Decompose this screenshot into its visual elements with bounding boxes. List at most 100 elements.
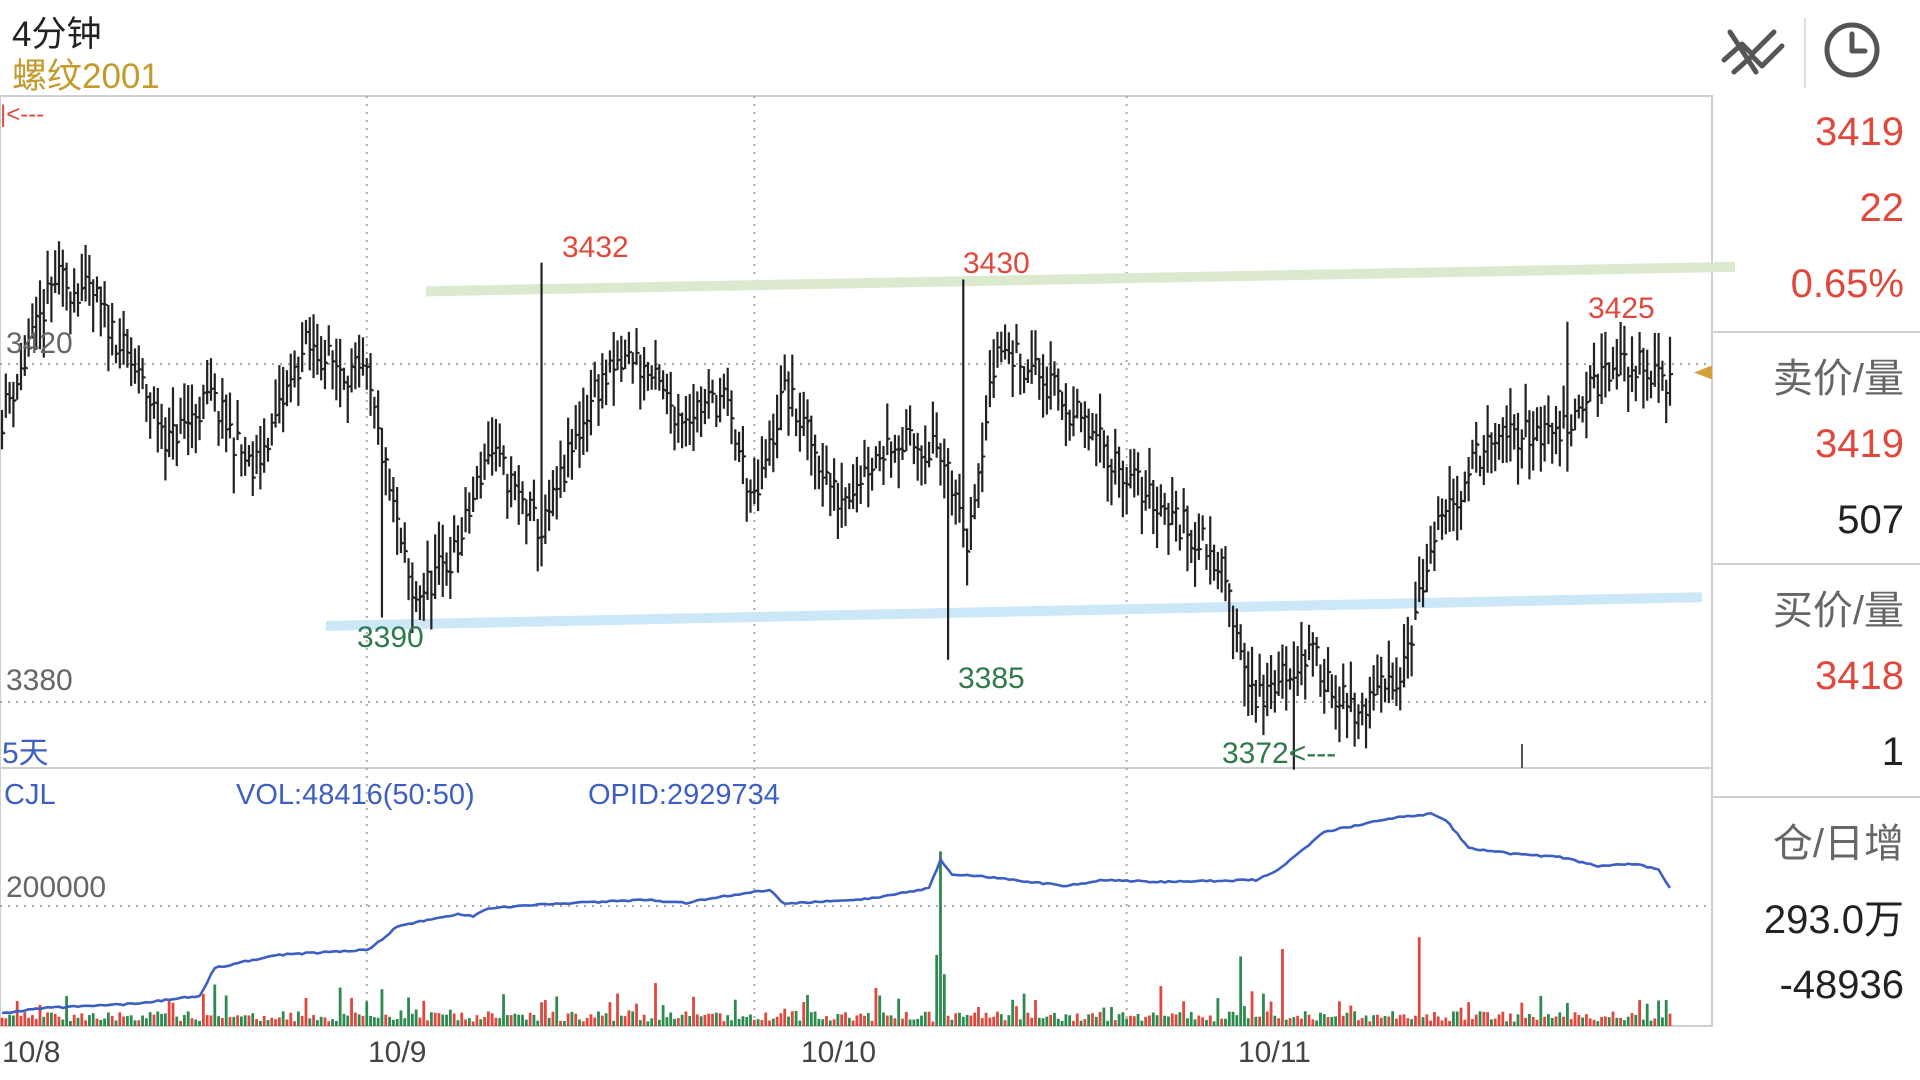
price-bar-close-tick [947, 461, 952, 465]
volume-bar [148, 1012, 152, 1026]
price-bar-close-tick [278, 397, 283, 401]
price-bar-close-tick [955, 491, 960, 496]
price-bar-close-tick [1357, 710, 1362, 715]
price-bar-close-tick [145, 395, 150, 400]
volume-bar [399, 1010, 403, 1026]
price-bar-close-tick [731, 416, 735, 420]
price-bar-close-tick [1593, 374, 1598, 378]
volume-bar [11, 1015, 15, 1026]
price-bar-close-tick [66, 286, 71, 290]
price-bar-close-tick [579, 436, 583, 440]
price-bar-close-tick [419, 594, 424, 599]
volume-bar [407, 997, 410, 1026]
volume-bar [916, 1018, 920, 1026]
volume-bar [1425, 1014, 1429, 1026]
price-bar-close-tick [199, 419, 203, 423]
open-interest: 293.0万 [1763, 898, 1904, 942]
price-bar-close-tick [1376, 684, 1382, 689]
price-bar-close-tick [1149, 483, 1153, 486]
chart-labels: 3420 3380 5天 |<--- 3432 3430 3425 3390 3… [0, 101, 1655, 1069]
price-bar-close-tick [434, 566, 439, 569]
price-bar-close-tick [343, 380, 348, 384]
volume-bar [1224, 1018, 1227, 1026]
volume-bar [384, 1014, 388, 1026]
volume-bar [768, 1020, 771, 1026]
volume-bar [1094, 1016, 1098, 1026]
volume-bar [912, 1019, 916, 1026]
volume-bar [1026, 1012, 1030, 1026]
volume-bar [1136, 1013, 1140, 1026]
period-label[interactable]: 4分钟 [12, 15, 102, 54]
volume-bar [236, 1015, 239, 1026]
price-bar-close-tick [533, 506, 538, 510]
x-label-10-10: 10/10 [801, 1036, 876, 1069]
volume-bar [783, 1008, 787, 1026]
volume-bar [1372, 1015, 1376, 1026]
price-bar-close-tick [50, 283, 55, 287]
price-bar-close-tick [913, 445, 918, 449]
volume-bar [1303, 1011, 1307, 1026]
volume-bar [695, 1014, 699, 1026]
volume-bar [1406, 1018, 1410, 1026]
price-bar-close-tick [445, 569, 451, 574]
volume-bar [711, 1013, 714, 1026]
price-bar-close-tick [1126, 482, 1131, 487]
price-bar-close-tick [1054, 374, 1058, 379]
volume-bar [779, 1013, 783, 1026]
symbol-label[interactable]: 螺纹2001 [12, 57, 160, 96]
price-bar-close-tick [1407, 642, 1412, 645]
volume-bar [357, 1014, 361, 1026]
price-bar-close-tick [647, 373, 652, 377]
volume-bar [1186, 1018, 1189, 1026]
price-bar-close-tick [275, 413, 279, 417]
price-bar-close-tick [9, 396, 13, 400]
volume-bar [1205, 1020, 1208, 1026]
price-bar-close-tick [830, 485, 834, 488]
price-bar-close-tick [541, 535, 546, 539]
clock-icon[interactable] [1816, 14, 1894, 84]
volume-bar [262, 1015, 266, 1026]
volume-bar [939, 851, 942, 1026]
volume-bar [1626, 1016, 1630, 1026]
volume-bar [821, 1019, 825, 1026]
price-bar-close-tick [1259, 683, 1263, 687]
price-bar-close-tick [765, 458, 770, 462]
volume-bar [391, 1019, 395, 1026]
volume-bar [232, 1016, 236, 1026]
volume-bar [1619, 1017, 1623, 1026]
price-bar-close-tick [183, 420, 188, 425]
price-bar-close-tick [658, 379, 663, 383]
price-bar-close-tick [176, 440, 181, 445]
volume-bar [570, 1011, 574, 1026]
price-bar-close-tick [89, 281, 93, 285]
price-bar-close-tick [1403, 655, 1408, 660]
volume-bar [616, 993, 619, 1026]
price-bar-close-tick [362, 364, 367, 368]
volume-bar [1493, 1018, 1497, 1026]
price-bar-close-tick [586, 418, 591, 423]
price-bar-close-tick [1217, 569, 1222, 574]
volume-bar [551, 1011, 555, 1026]
price-bar-close-tick [617, 358, 621, 362]
volume-bar [692, 996, 695, 1026]
price-bar-close-tick [229, 422, 234, 427]
open-interest-change: -48936 [1779, 963, 1904, 1007]
volume-bar [752, 1019, 756, 1026]
volume-bar [1239, 956, 1243, 1026]
price-bar-close-tick [1449, 497, 1453, 501]
price-bar-close-tick [1639, 349, 1644, 354]
trend-lines-icon[interactable] [1716, 14, 1794, 84]
volume-bar [1474, 1014, 1478, 1026]
volume-bar [19, 1015, 23, 1026]
price-bar-close-tick [1399, 680, 1404, 684]
price-bar-close-tick [1582, 408, 1587, 412]
price-bar-close-tick [350, 364, 356, 369]
volume-bar [1505, 1021, 1509, 1026]
volume-bar [1178, 1012, 1182, 1026]
price-bar-close-tick [1380, 674, 1385, 678]
volume-bar [1265, 1011, 1269, 1026]
volume-bar [749, 1014, 752, 1026]
volume-bar [277, 1017, 281, 1026]
volume-bar [1581, 1017, 1585, 1026]
